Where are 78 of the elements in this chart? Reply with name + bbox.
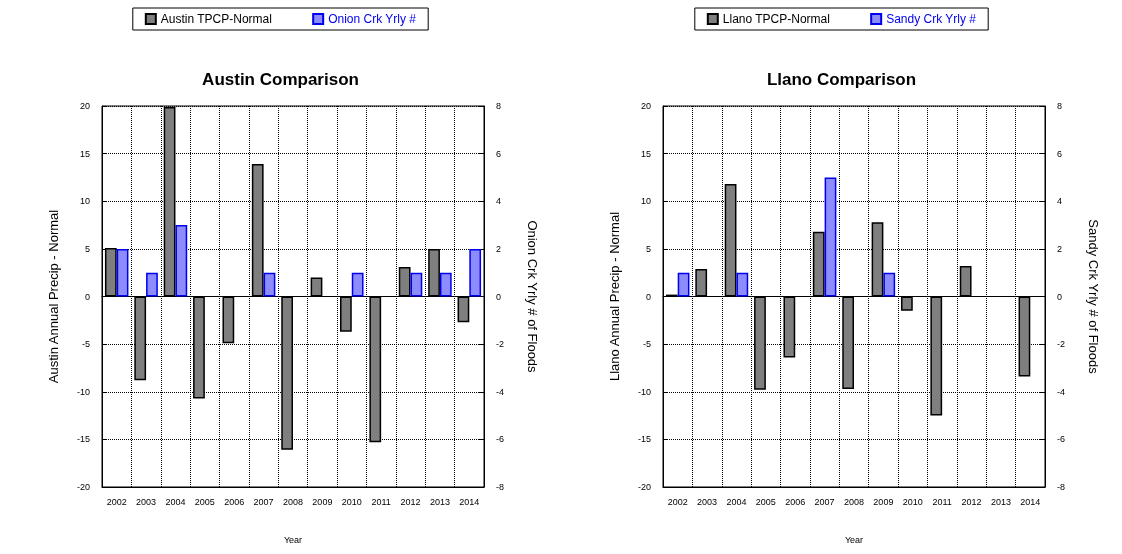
bar bbox=[469, 248, 482, 297]
y2-tick-label: -8 bbox=[496, 482, 505, 492]
y-tick-label: -10 bbox=[637, 386, 651, 397]
x-tick-label: 2007 bbox=[253, 496, 274, 507]
y-tick-label: -5 bbox=[81, 339, 90, 350]
x-tick-label: 2006 bbox=[785, 496, 806, 507]
legend-label: Onion Crk Yrly # bbox=[328, 12, 417, 26]
x-tick-label: 2009 bbox=[312, 496, 333, 507]
y-tick-label: -15 bbox=[76, 434, 90, 445]
x-tick-label: 2014 bbox=[459, 496, 480, 507]
y2-tick-label: 4 bbox=[496, 196, 502, 207]
y2-axis-title: Sandy Crk Yrly # of Floods bbox=[1086, 219, 1101, 375]
y2-tick-label: -2 bbox=[496, 339, 505, 350]
x-tick-label: 2008 bbox=[282, 496, 304, 507]
x-tick-label: 2008 bbox=[843, 496, 865, 507]
x-tick-label: 2004 bbox=[726, 496, 747, 507]
y-tick-label: -10 bbox=[76, 386, 90, 397]
legend-label: Austin TPCP-Normal bbox=[160, 12, 272, 26]
y2-tick-label: 0 bbox=[1057, 291, 1063, 302]
y2-tick-label: 6 bbox=[1057, 148, 1063, 159]
y2-tick-label: -8 bbox=[1057, 482, 1066, 492]
x-tick-label: 2003 bbox=[136, 496, 157, 507]
x-tick-label: 2005 bbox=[194, 496, 215, 507]
x-tick-label: 2012 bbox=[961, 496, 982, 507]
y2-tick-label: 0 bbox=[496, 291, 502, 302]
bar bbox=[146, 272, 158, 297]
y-tick-label: 20 bbox=[79, 101, 90, 111]
y-tick-label: 10 bbox=[79, 196, 90, 207]
y2-tick-label: 6 bbox=[496, 148, 502, 159]
y2-tick-label: -4 bbox=[496, 386, 505, 397]
y-axis-title: Llano Annual Precip - Normal bbox=[607, 211, 622, 382]
y2-tick-label: 2 bbox=[1057, 243, 1063, 254]
y-axis-title: Austin Annual Precip - Normal bbox=[46, 209, 61, 384]
y2-tick-label: 4 bbox=[1057, 196, 1063, 207]
x-tick-label: 2009 bbox=[873, 496, 894, 507]
x-tick-label: 2010 bbox=[341, 496, 362, 507]
y-tick-label: 0 bbox=[645, 291, 651, 302]
bar bbox=[351, 272, 364, 297]
x-tick-label: 2013 bbox=[990, 496, 1011, 507]
y2-tick-label: -6 bbox=[1057, 434, 1066, 445]
y2-tick-label: 8 bbox=[1057, 101, 1063, 111]
y-tick-label: 15 bbox=[640, 148, 651, 159]
y-tick-label: 5 bbox=[645, 243, 651, 254]
y2-tick-label: -2 bbox=[1057, 339, 1066, 350]
x-tick-label: 2011 bbox=[371, 496, 391, 507]
x-tick-label: 2006 bbox=[224, 496, 245, 507]
x-tick-label: 2011 bbox=[932, 496, 952, 507]
x-tick-label: 2010 bbox=[902, 496, 923, 507]
x-tick-label: 2002 bbox=[667, 496, 688, 507]
chart-title: Llano Comparison bbox=[766, 70, 917, 89]
y2-tick-label: -6 bbox=[496, 434, 505, 445]
legend-label: Sandy Crk Yrly # bbox=[886, 12, 977, 26]
y-tick-label: -15 bbox=[637, 434, 651, 445]
x-axis-title: Year bbox=[844, 534, 864, 545]
y-tick-label: 10 bbox=[640, 196, 651, 207]
x-tick-label: 2002 bbox=[106, 496, 127, 507]
y2-axis-title: Onion Crk Yrly # of Floods bbox=[525, 220, 540, 374]
bar bbox=[263, 272, 276, 297]
y-tick-label: -20 bbox=[637, 482, 651, 492]
chart-title: Austin Comparison bbox=[202, 70, 359, 89]
x-tick-label: 2007 bbox=[814, 496, 835, 507]
y-tick-label: -20 bbox=[76, 482, 90, 492]
x-tick-label: 2012 bbox=[400, 496, 421, 507]
y-tick-label: 0 bbox=[84, 291, 90, 302]
y2-tick-label: 8 bbox=[496, 101, 502, 111]
legend-label: Llano TPCP-Normal bbox=[722, 12, 830, 26]
x-tick-label: 2013 bbox=[429, 496, 450, 507]
y-tick-label: 20 bbox=[640, 101, 651, 111]
y2-tick-label: -4 bbox=[1057, 386, 1066, 397]
x-tick-label: 2014 bbox=[1020, 496, 1041, 507]
y-tick-label: 5 bbox=[84, 243, 90, 254]
x-tick-label: 2004 bbox=[165, 496, 186, 507]
x-tick-label: 2003 bbox=[697, 496, 718, 507]
y-tick-label: 15 bbox=[79, 148, 90, 159]
y2-tick-label: 2 bbox=[496, 243, 502, 254]
x-tick-label: 2005 bbox=[755, 496, 776, 507]
x-axis-title: Year bbox=[283, 534, 303, 545]
y-tick-label: -5 bbox=[642, 339, 651, 350]
